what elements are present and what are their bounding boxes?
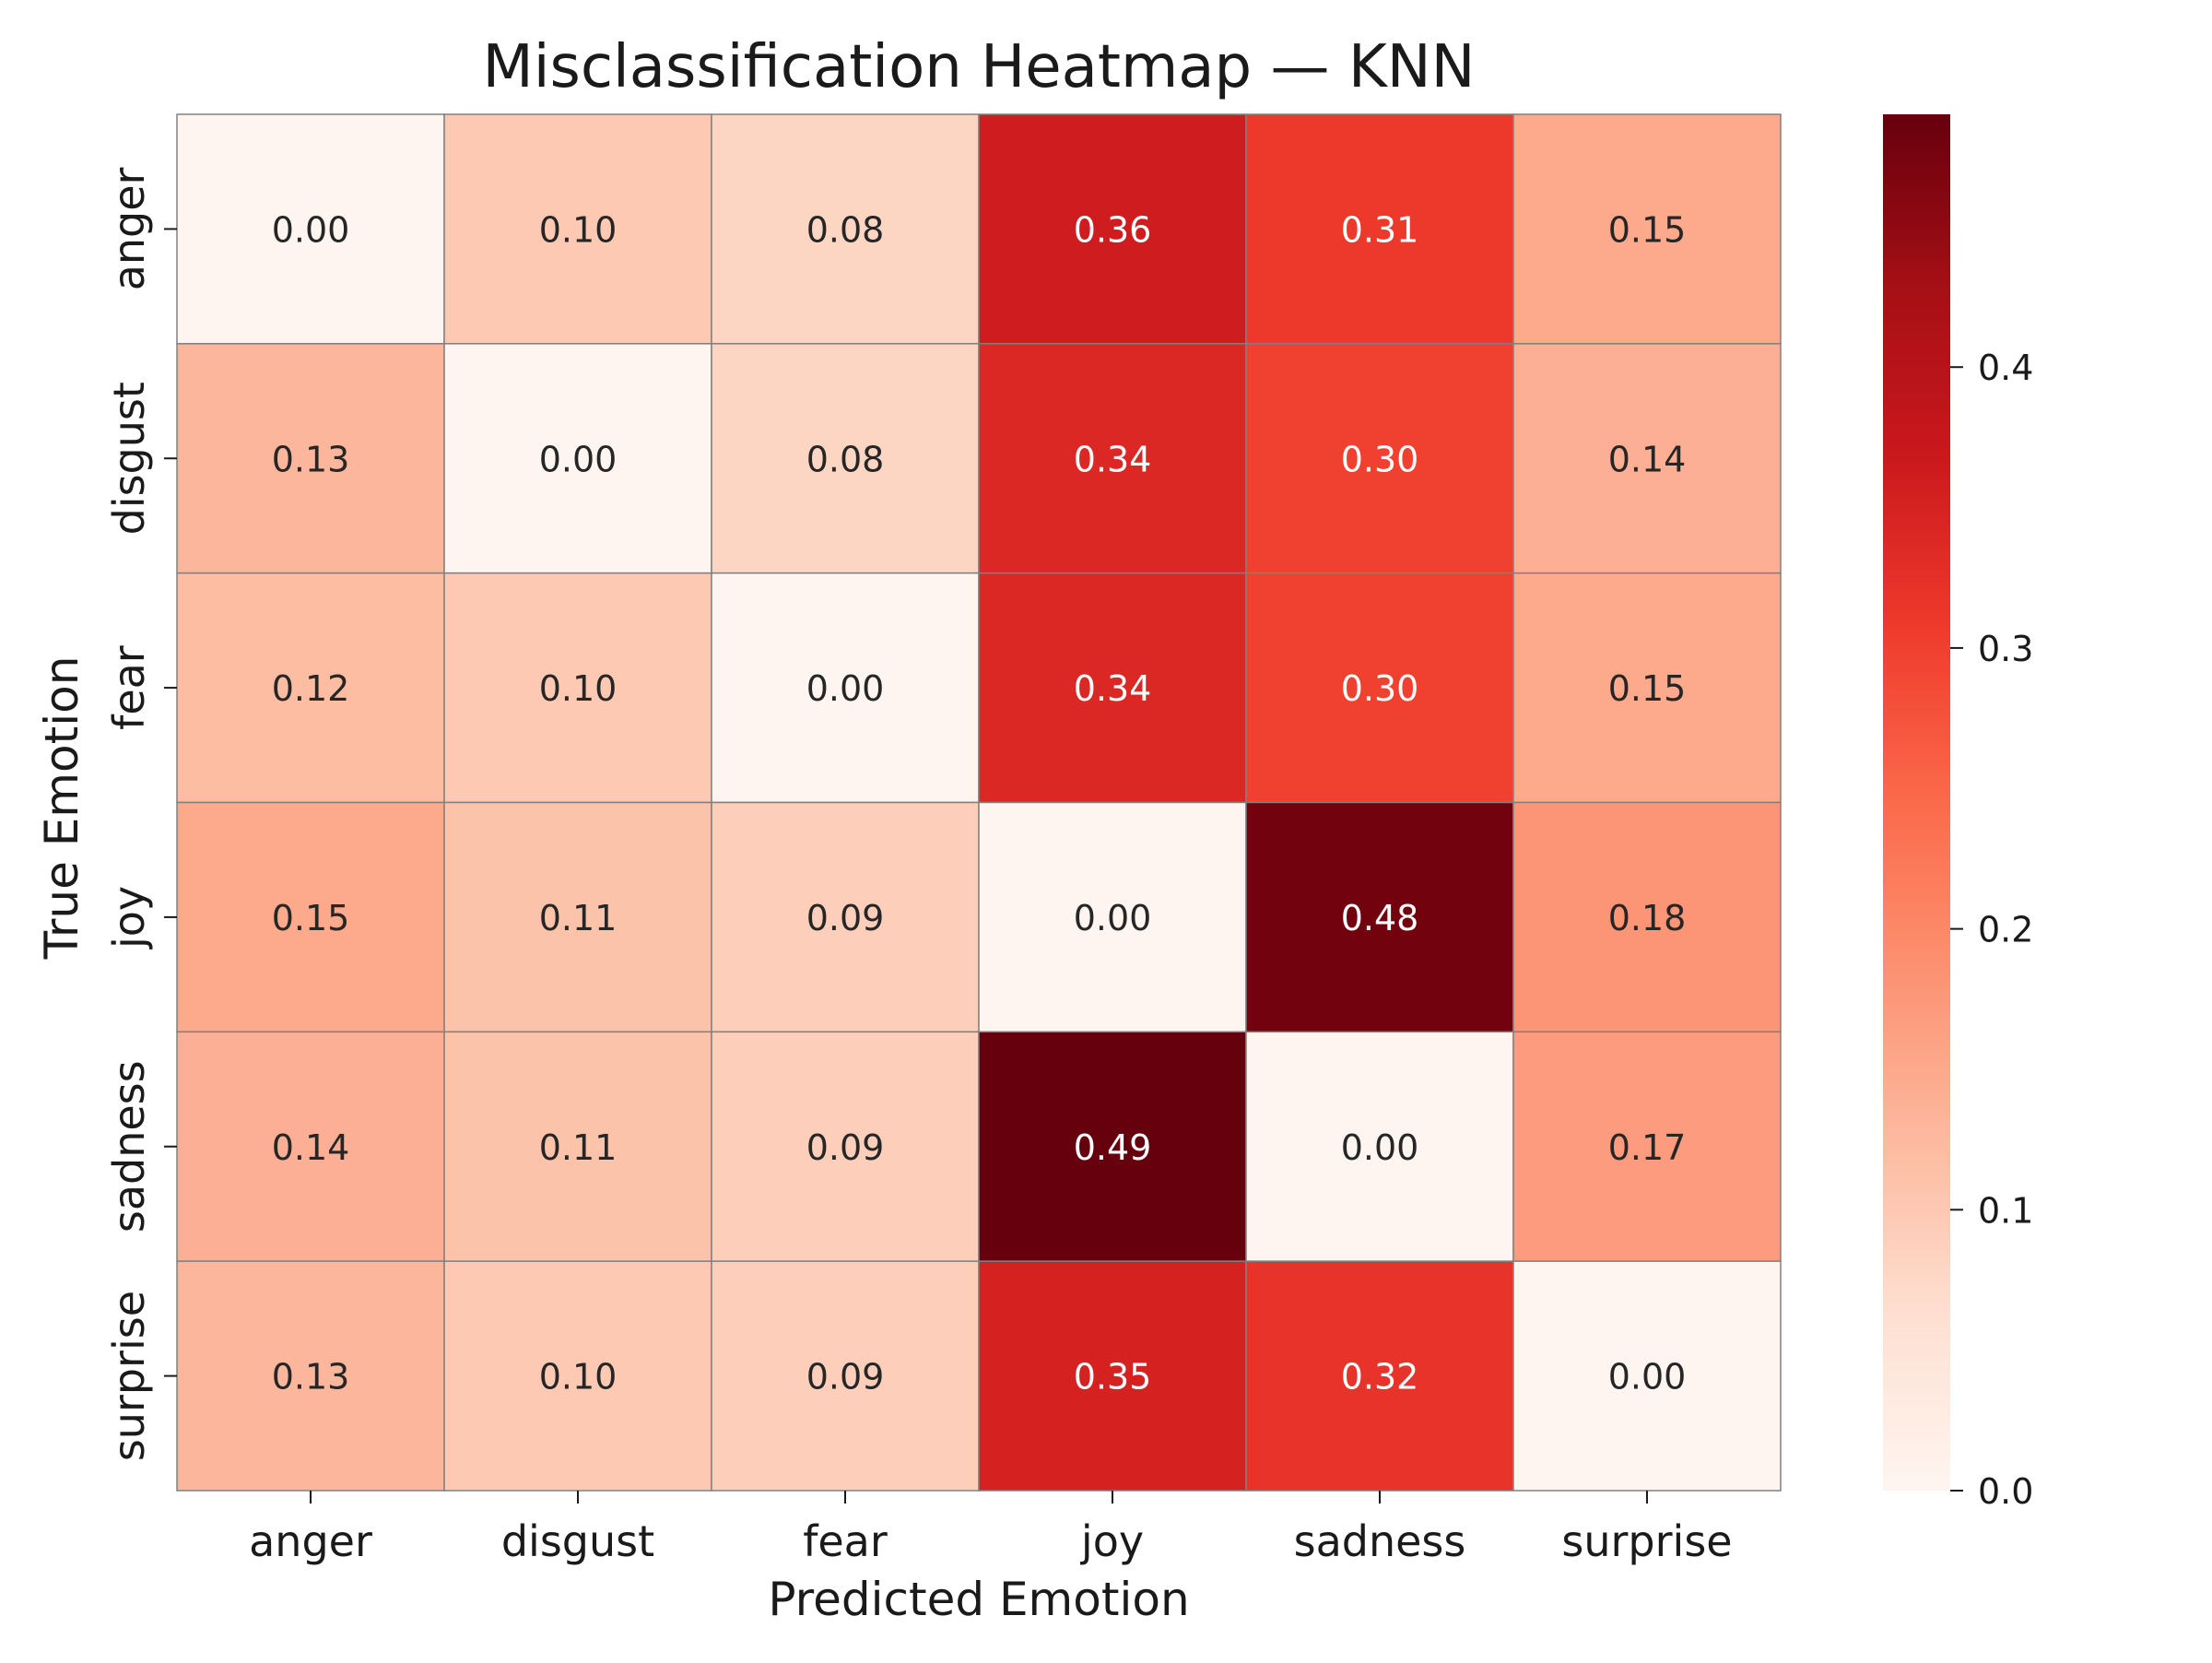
cell-value-label: 0.11 xyxy=(539,1127,618,1168)
cell-value-label: 0.09 xyxy=(806,1357,885,1398)
cell-value-label: 0.09 xyxy=(806,898,885,938)
cell-value-label: 0.30 xyxy=(1341,439,1419,479)
heatmap-cell xyxy=(978,1031,1247,1262)
y-tick-label: fear xyxy=(104,645,154,730)
y-axis-label: True Emotion xyxy=(35,656,88,961)
heatmap-cell xyxy=(1512,1031,1782,1262)
cell-value-label: 0.14 xyxy=(272,1127,350,1168)
heatmap-cell xyxy=(1512,343,1782,574)
cell-value-label: 0.14 xyxy=(1608,439,1687,479)
heatmap-cell xyxy=(176,343,445,574)
heatmap-cell xyxy=(711,801,980,1033)
cell-value-label: 0.34 xyxy=(1074,668,1152,709)
heatmap-cell xyxy=(176,801,445,1033)
cell-value-label: 0.36 xyxy=(1074,209,1152,250)
cell-value-label: 0.13 xyxy=(272,439,350,479)
cell-value-label: 0.18 xyxy=(1608,898,1687,938)
x-axis-ticks: anger disgust fear joy sadness surprise xyxy=(249,1491,1733,1566)
y-tick-label: surprise xyxy=(104,1291,154,1461)
x-tick-label: sadness xyxy=(1294,1516,1466,1566)
heatmap-cell xyxy=(443,343,712,574)
x-axis-label: Predicted Emotion xyxy=(768,1573,1189,1626)
cell-value-label: 0.35 xyxy=(1074,1357,1152,1398)
y-tick-label: sadness xyxy=(104,1060,154,1233)
heatmap-cell xyxy=(443,113,712,345)
cell-value-label: 0.08 xyxy=(806,209,885,250)
heatmap-cell xyxy=(176,1260,445,1492)
heatmap-cell xyxy=(1245,113,1514,345)
heatmap-cell xyxy=(1512,572,1782,804)
cell-value-label: 0.10 xyxy=(539,1357,618,1398)
colorbar-tick-label: 0.4 xyxy=(1978,348,2033,388)
cell-value-label: 0.15 xyxy=(272,898,350,938)
x-tick-label: joy xyxy=(1080,1516,1144,1566)
heatmap-cell xyxy=(443,572,712,804)
cell-value-label: 0.32 xyxy=(1341,1357,1419,1398)
heatmap-cell xyxy=(176,113,445,345)
cell-value-label: 0.13 xyxy=(272,1357,350,1398)
y-axis-ticks: anger disgust fear joy sadness surprise xyxy=(104,167,177,1461)
cell-value-label: 0.15 xyxy=(1608,668,1687,709)
cell-value-label: 0.08 xyxy=(806,439,885,479)
heatmap-cell xyxy=(711,572,980,804)
cell-value-label: 0.09 xyxy=(806,1127,885,1168)
cell-value-label: 0.00 xyxy=(272,209,350,250)
heatmap-cell xyxy=(978,1260,1247,1492)
colorbar-tick-label: 0.1 xyxy=(1978,1190,2033,1231)
x-tick-label: surprise xyxy=(1561,1516,1732,1566)
cell-value-label: 0.15 xyxy=(1608,209,1687,250)
heatmap-cell xyxy=(1245,1031,1514,1262)
heatmap-cell xyxy=(1512,801,1782,1033)
cell-value-label: 0.30 xyxy=(1341,668,1419,709)
colorbar-ticks: 0.0 0.1 0.2 0.3 0.4 xyxy=(1950,348,2033,1512)
colorbar-tick-label: 0.2 xyxy=(1978,910,2033,950)
cell-value-label: 0.00 xyxy=(1341,1127,1419,1168)
cell-value-label: 0.31 xyxy=(1341,209,1419,250)
y-tick-label: disgust xyxy=(104,382,154,535)
heatmap-cell xyxy=(176,1031,445,1262)
y-tick-label: joy xyxy=(104,886,154,949)
colorbar-tick-label: 0.0 xyxy=(1978,1471,2033,1512)
cell-value-label: 0.00 xyxy=(1074,898,1152,938)
heatmap-cell xyxy=(978,801,1247,1033)
heatmap-cell xyxy=(1245,801,1514,1033)
cell-value-label: 0.12 xyxy=(272,668,350,709)
cell-value-label: 0.11 xyxy=(539,898,618,938)
heatmap-cell xyxy=(711,113,980,345)
x-tick-label: anger xyxy=(249,1516,372,1566)
y-tick-label: anger xyxy=(104,167,154,290)
heatmap-cell xyxy=(711,1031,980,1262)
heatmap-cell xyxy=(443,801,712,1033)
heatmap-cell xyxy=(1245,1260,1514,1492)
heatmap-cell xyxy=(1245,572,1514,804)
heatmap-cell xyxy=(1512,1260,1782,1492)
x-tick-label: fear xyxy=(803,1516,888,1566)
heatmap-cell xyxy=(176,572,445,804)
heatmap-cell xyxy=(978,343,1247,574)
heatmap-cell xyxy=(1512,113,1782,345)
cell-value-label: 0.48 xyxy=(1341,898,1419,938)
heatmap-cell xyxy=(443,1031,712,1262)
colorbar xyxy=(1883,114,1950,1491)
cell-value-label: 0.00 xyxy=(539,439,618,479)
cell-value-label: 0.00 xyxy=(806,668,885,709)
heatmap-cell xyxy=(978,572,1247,804)
cell-value-label: 0.10 xyxy=(539,668,618,709)
chart-title: Misclassification Heatmap — KNN xyxy=(482,33,1475,101)
cell-value-label: 0.00 xyxy=(1608,1357,1687,1398)
cell-value-label: 0.17 xyxy=(1608,1127,1687,1168)
cell-value-label: 0.10 xyxy=(539,209,618,250)
cell-value-label: 0.49 xyxy=(1074,1127,1152,1168)
heatmap-cells: 0.00 0.10 0.08 0.36 0.31 0.15 0.13 0.00 0.08 0.34… xyxy=(176,113,1782,1492)
x-tick-label: disgust xyxy=(501,1516,654,1566)
cell-value-label: 0.34 xyxy=(1074,439,1152,479)
heatmap-cell xyxy=(978,113,1247,345)
colorbar-tick-label: 0.3 xyxy=(1978,629,2033,669)
